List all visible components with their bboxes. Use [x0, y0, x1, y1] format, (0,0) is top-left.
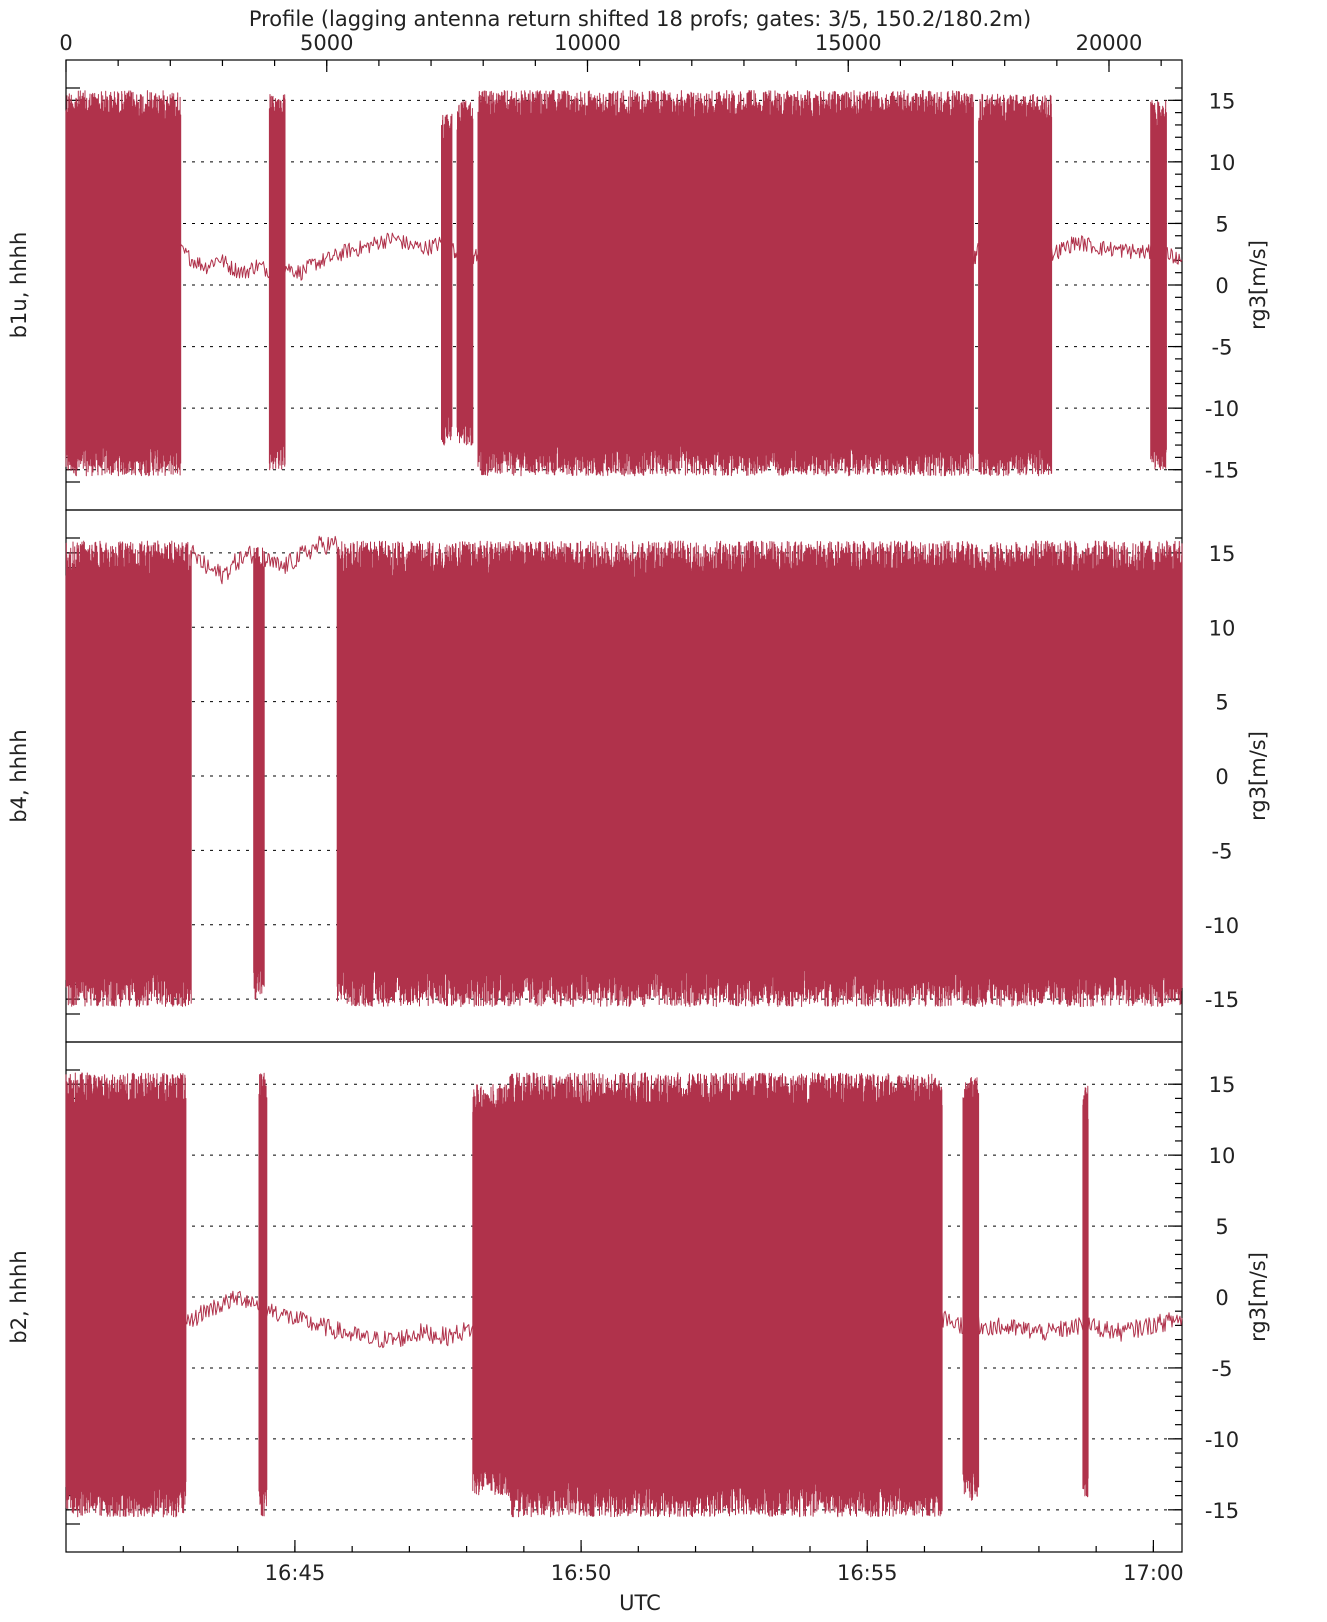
series-trace [65, 535, 1183, 1008]
y-tick-label: 10 [1209, 1144, 1236, 1168]
bottom-tick-label: 16:55 [837, 1561, 898, 1585]
panel-1: 15 10 5 0 -5 -10 -15 b1u, hhhh rg3[m/s] [7, 59, 1270, 511]
left-axis-title: b2, hhhh [7, 1250, 31, 1343]
y-tick-label: 15 [1209, 1073, 1236, 1097]
panel-3: 15 10 5 0 -5 -10 -15 b2, hhhh rg3[m/s] [7, 1041, 1270, 1553]
y-tick-label: 10 [1209, 616, 1236, 640]
panel-2: 15 10 5 0 -5 -10 -15 b4, hhhh rg3[m/s] [7, 509, 1270, 1043]
y-tick-label: 0 [1215, 274, 1228, 298]
y-tick-label: 15 [1209, 89, 1236, 113]
y-tick-label: 15 [1209, 542, 1236, 566]
y-tick-label: -10 [1205, 914, 1239, 938]
y-tick-label: -15 [1205, 459, 1239, 483]
y-tick-label: -10 [1205, 1428, 1239, 1452]
y-tick-label: -15 [1205, 988, 1239, 1012]
y-tick-label: -10 [1205, 397, 1239, 421]
bottom-tick-label: 17:00 [1123, 1561, 1184, 1585]
top-profile-axis: 0 5000 10000 15000 20000 [59, 31, 1162, 72]
y-tick-label: 5 [1215, 212, 1228, 236]
top-tick-label: 5000 [300, 31, 353, 55]
bottom-time-axis: 16:45 16:50 16:55 17:00 [122, 1540, 1184, 1585]
y-tick-label: 0 [1215, 765, 1228, 789]
y-tick-label: 5 [1215, 1215, 1228, 1239]
y-tick-label: -15 [1205, 1499, 1239, 1523]
y-tick-label: -5 [1212, 336, 1233, 360]
right-axis-title: rg3[m/s] [1246, 731, 1270, 821]
y-tick-label: 10 [1209, 151, 1236, 175]
top-tick-label: 15000 [815, 31, 882, 55]
x-axis-label: UTC [619, 1591, 661, 1615]
series-trace [65, 1072, 1183, 1518]
panels: 15 10 5 0 -5 -10 -15 b1u, hhhh rg3[m/s] 15 10 5 0 -5 -… [7, 59, 1270, 1553]
series-trace [65, 90, 1183, 477]
bottom-tick-label: 16:45 [265, 1561, 326, 1585]
chart-title: Profile (lagging antenna return shifted … [249, 7, 1031, 31]
y-tick-label: -5 [1212, 1357, 1233, 1381]
top-tick-label: 0 [59, 31, 72, 55]
bottom-tick-label: 16:50 [551, 1561, 612, 1585]
right-axis-title: rg3[m/s] [1246, 240, 1270, 330]
right-axis-title: rg3[m/s] [1246, 1252, 1270, 1342]
top-tick-label: 20000 [1076, 31, 1143, 55]
y-tick-label: 5 [1215, 691, 1228, 715]
y-tick-label: -5 [1212, 839, 1233, 863]
y-tick-label: 0 [1215, 1286, 1228, 1310]
left-axis-title: b1u, hhhh [7, 232, 31, 339]
top-tick-label: 10000 [554, 31, 621, 55]
left-axis-title: b4, hhhh [7, 729, 31, 822]
